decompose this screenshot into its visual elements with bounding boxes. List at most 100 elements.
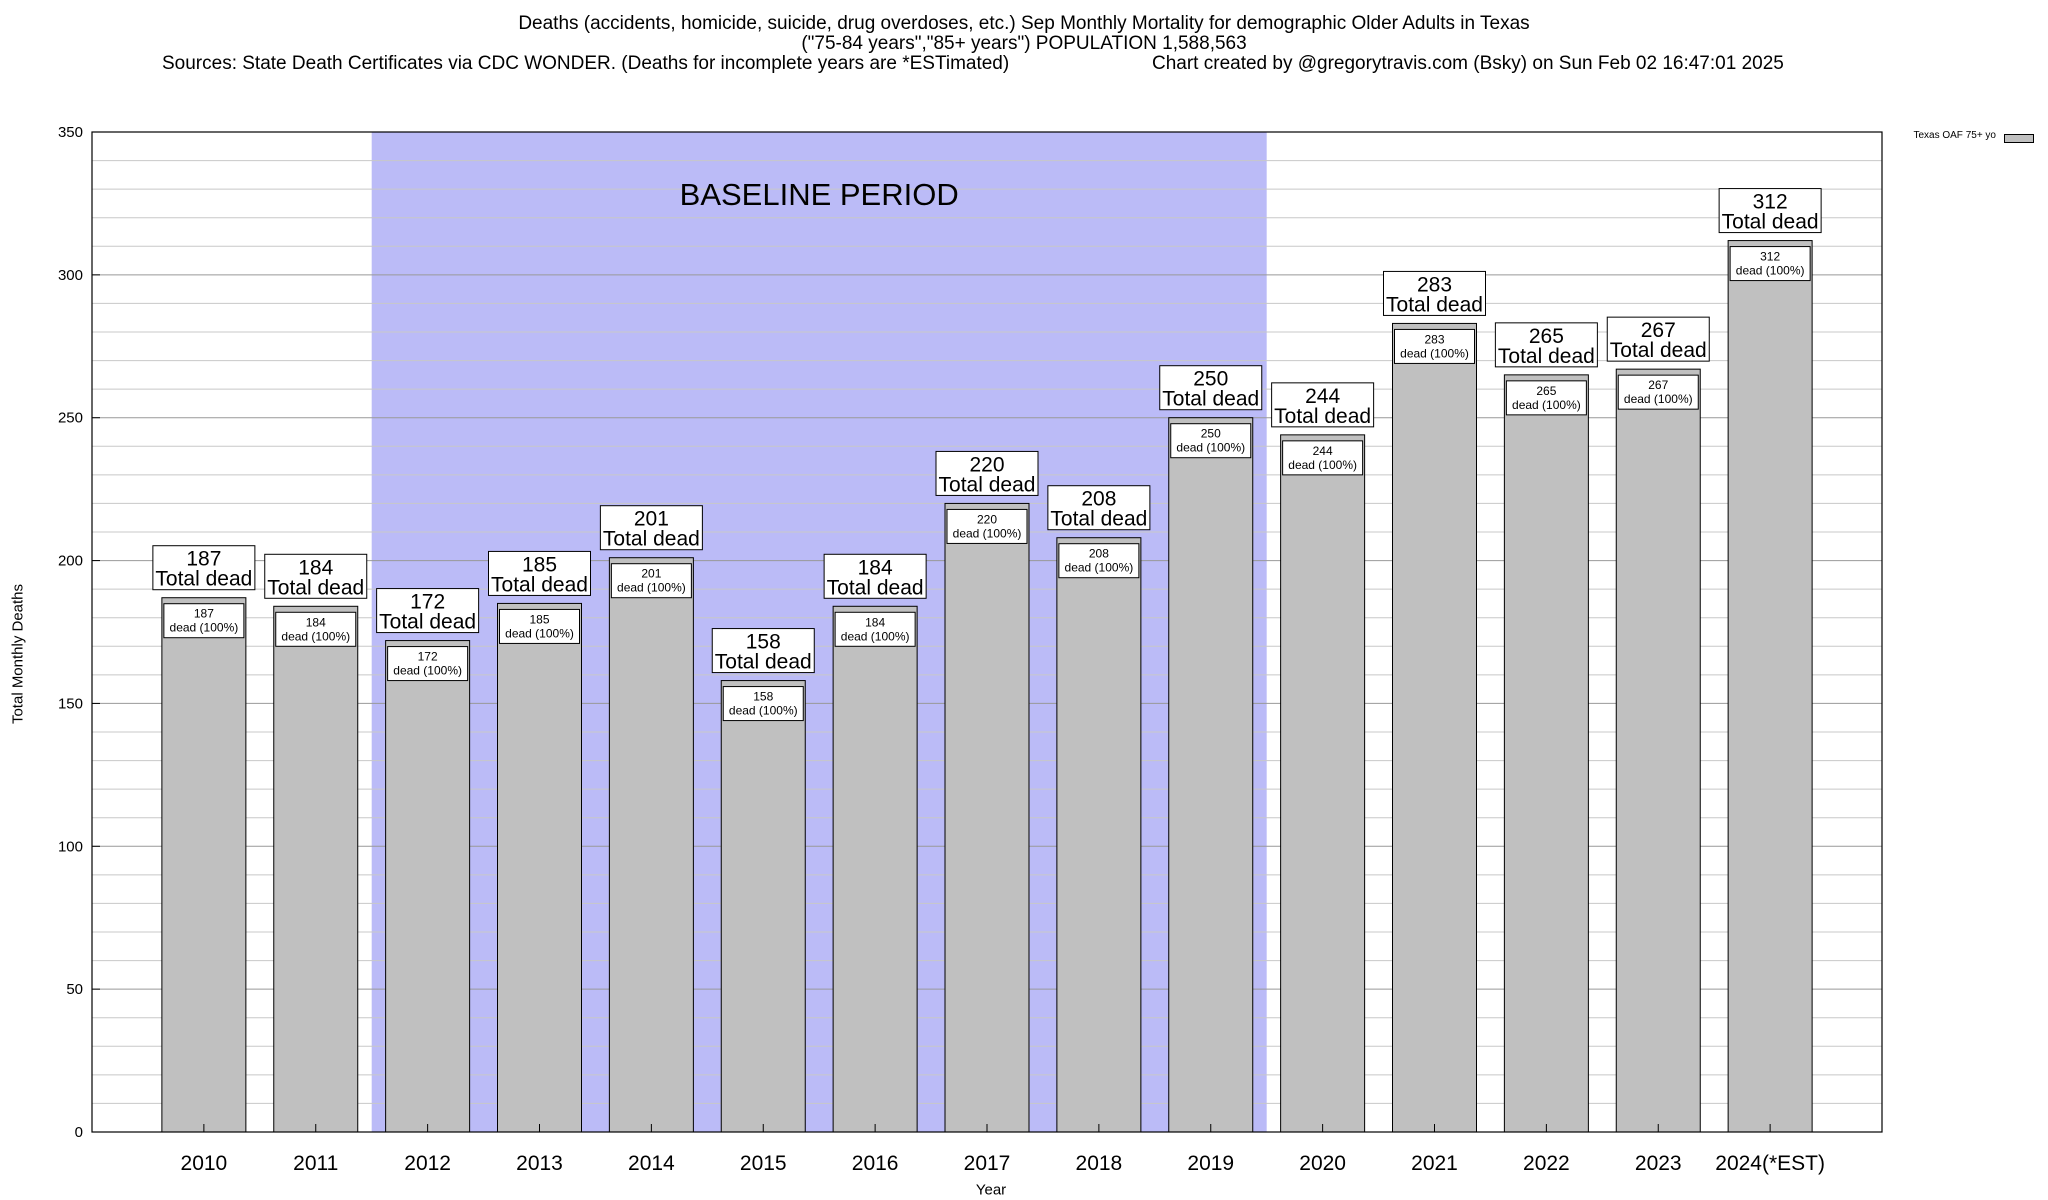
bar bbox=[1168, 417, 1254, 1133]
bar-total-value: 250 bbox=[1193, 368, 1228, 391]
bar-inner-label-box bbox=[163, 603, 245, 639]
bar-inner-value: 158 bbox=[753, 690, 773, 704]
bar bbox=[497, 602, 582, 1133]
x-tick-label: 2014 bbox=[628, 1152, 675, 1175]
bar-total-label-box bbox=[152, 545, 256, 591]
bar-total-label: Total dead bbox=[1610, 339, 1707, 362]
bar-total-label: Total dead bbox=[267, 576, 364, 599]
chart-title-line2: ("75-84 years","85+ years") POPULATION 1… bbox=[801, 33, 1247, 54]
x-tick-label: 2012 bbox=[404, 1152, 451, 1175]
bar-inner-label-box bbox=[1394, 328, 1475, 364]
x-tick-label: 2010 bbox=[181, 1152, 228, 1175]
bar-inner-value: 312 bbox=[1760, 250, 1780, 264]
bar-inner-label-box bbox=[1505, 380, 1587, 416]
y-tick-label: 50 bbox=[66, 981, 83, 998]
bar-total-label: Total dead bbox=[1050, 508, 1147, 531]
bar-inner-value: 185 bbox=[529, 612, 549, 626]
bar bbox=[720, 680, 806, 1133]
bar-inner-label-box bbox=[1058, 543, 1140, 579]
bar-total-value: 267 bbox=[1641, 319, 1676, 342]
bar-inner-percent: dead (100%) bbox=[1065, 561, 1134, 575]
bar-total-value: 158 bbox=[746, 631, 781, 654]
bar-inner-percent: dead (100%) bbox=[1288, 458, 1357, 472]
bar-total-label: Total dead bbox=[1162, 388, 1259, 411]
x-tick-label: 2013 bbox=[516, 1152, 563, 1175]
bar-total-value: 208 bbox=[1081, 488, 1116, 511]
bar-total-label: Total dead bbox=[491, 573, 588, 596]
bar-inner-value: 184 bbox=[306, 615, 326, 629]
bar-total-value: 185 bbox=[522, 553, 557, 576]
bar bbox=[1280, 434, 1366, 1133]
bar-inner-label-box bbox=[946, 508, 1028, 544]
bar-inner-percent: dead (100%) bbox=[953, 526, 1022, 540]
x-tick-label: 2018 bbox=[1076, 1152, 1123, 1175]
chart-title-block: Deaths (accidents, homicide, suicide, dr… bbox=[0, 14, 2048, 74]
bar-total-label: Total dead bbox=[1722, 211, 1819, 234]
bar-total-value: 312 bbox=[1753, 191, 1788, 214]
bar bbox=[1503, 374, 1589, 1133]
bar-total-label: Total dead bbox=[1498, 345, 1595, 368]
bar-total-label-box bbox=[823, 553, 927, 599]
bar-total-label-box bbox=[1383, 270, 1486, 316]
bar-inner-value: 283 bbox=[1424, 332, 1444, 346]
bar-inner-label-box bbox=[722, 686, 804, 722]
x-tick-label: 2023 bbox=[1635, 1152, 1682, 1175]
x-tick-label: 2011 bbox=[293, 1152, 338, 1175]
bar-total-value: 265 bbox=[1529, 325, 1564, 348]
bar-total-label-box bbox=[488, 550, 591, 596]
bar bbox=[608, 557, 694, 1133]
bar-inner-label-box bbox=[1617, 374, 1699, 410]
legend-label: Texas OAF 75+ yo bbox=[1913, 130, 1996, 141]
bar-total-label: Total dead bbox=[1274, 405, 1371, 428]
bar-inner-label-box bbox=[1729, 246, 1811, 282]
bar-total-label-box bbox=[1159, 365, 1263, 411]
bar-inner-percent: dead (100%) bbox=[1512, 398, 1581, 412]
chart-title-line1: Deaths (accidents, homicide, suicide, dr… bbox=[518, 13, 1530, 34]
bar bbox=[832, 605, 918, 1133]
bar-inner-value: 172 bbox=[418, 650, 438, 664]
bar-inner-percent: dead (100%) bbox=[841, 629, 910, 643]
bar-inner-label-box bbox=[499, 608, 580, 644]
x-tick-label: 2019 bbox=[1187, 1152, 1234, 1175]
bar-total-label-box bbox=[264, 553, 368, 599]
bar bbox=[1392, 322, 1477, 1133]
bar-total-label: Total dead bbox=[1386, 293, 1483, 316]
bar-inner-label-box bbox=[610, 563, 692, 599]
bar-total-value: 283 bbox=[1417, 273, 1452, 296]
x-tick-label: 2020 bbox=[1299, 1152, 1346, 1175]
bar bbox=[1615, 368, 1701, 1133]
bar-inner-percent: dead (100%) bbox=[729, 704, 798, 718]
bar-inner-label-box bbox=[834, 611, 916, 647]
bar-total-label-box bbox=[1047, 485, 1151, 531]
bar-inner-value: 244 bbox=[1313, 444, 1333, 458]
bar-total-label: Total dead bbox=[939, 473, 1036, 496]
y-axis-label: Total Monthly Deaths bbox=[9, 583, 27, 725]
baseline-period-label: BASELINE PERIOD bbox=[680, 177, 959, 212]
x-tick-label: 2021 bbox=[1411, 1152, 1458, 1175]
bar-total-label-box bbox=[1718, 188, 1822, 234]
bar-inner-label-box bbox=[387, 646, 469, 682]
bar-total-value: 187 bbox=[186, 548, 221, 571]
y-tick-label: 150 bbox=[58, 695, 83, 712]
plot-border bbox=[91, 131, 1883, 1133]
bar bbox=[161, 597, 247, 1133]
x-tick-label: 2022 bbox=[1523, 1152, 1570, 1175]
bar-inner-label-box bbox=[275, 611, 357, 647]
y-tick-label: 0 bbox=[75, 1124, 83, 1141]
chart-title-line3: Sources: State Death Certificates via CD… bbox=[0, 54, 2048, 74]
bar bbox=[1056, 537, 1142, 1133]
bar-total-label: Total dead bbox=[827, 576, 924, 599]
bar-total-value: 244 bbox=[1305, 385, 1340, 408]
x-axis-label: Year bbox=[975, 1181, 1007, 1199]
legend-swatch bbox=[2004, 134, 2034, 143]
bar-total-value: 172 bbox=[410, 591, 445, 614]
bar-total-label: Total dead bbox=[379, 611, 476, 634]
x-tick-label: 2015 bbox=[740, 1152, 787, 1175]
bar-total-label-box bbox=[1606, 316, 1710, 362]
bar-total-label-box bbox=[1494, 322, 1598, 368]
bar-inner-label-box bbox=[1282, 440, 1364, 476]
bar-inner-value: 184 bbox=[865, 615, 885, 629]
bar-total-label-box bbox=[711, 628, 815, 674]
y-tick-label: 250 bbox=[58, 410, 83, 427]
